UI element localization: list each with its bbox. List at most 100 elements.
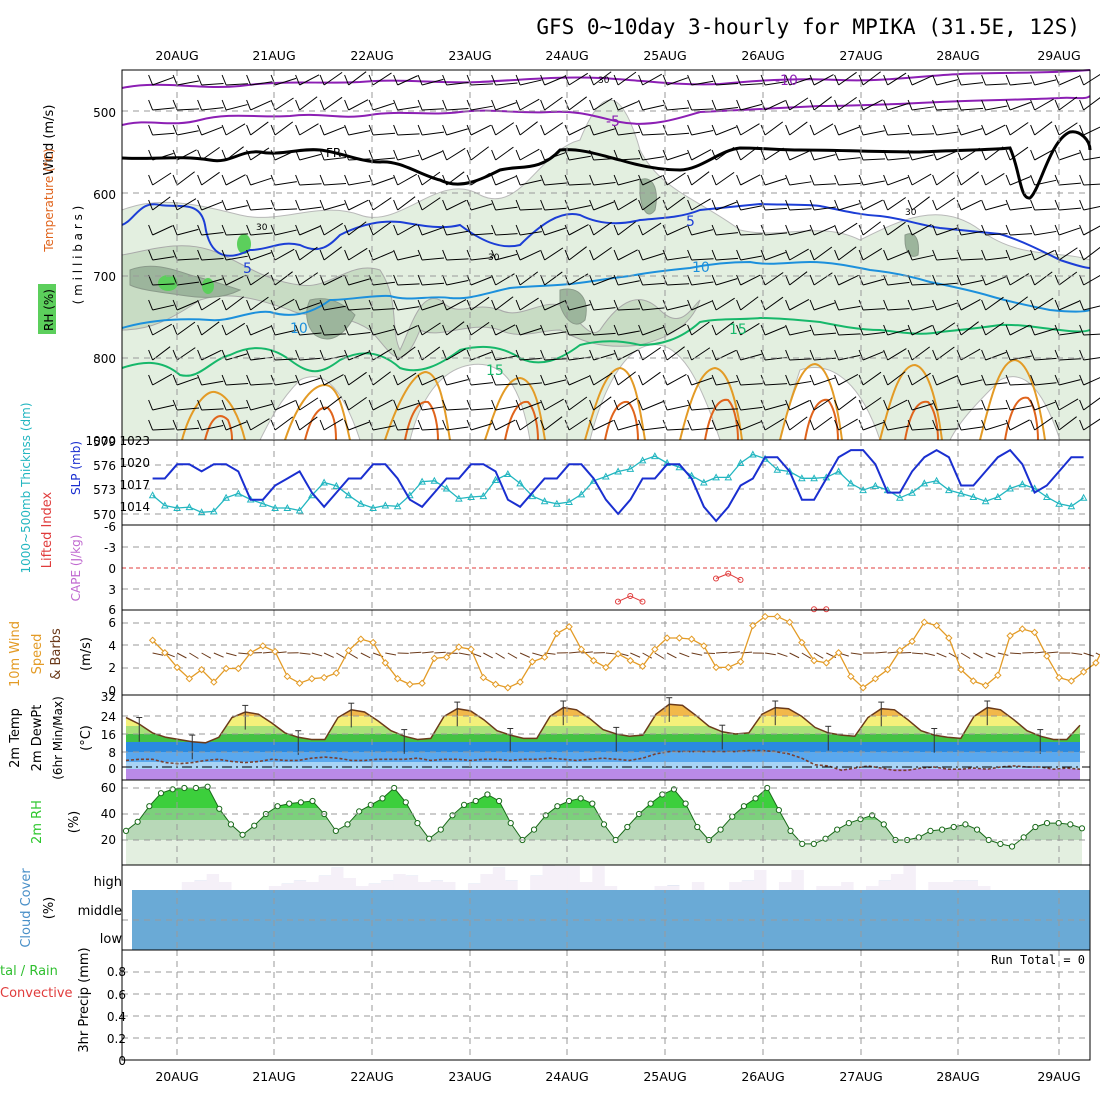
wind-speed-marker: [393, 674, 402, 683]
rh-marker: [880, 821, 887, 828]
wind-barb-flag: [295, 324, 301, 336]
date-label-bottom: 28AUG: [936, 1069, 979, 1084]
slp-panel: 579 576 573 570 1023 1020 1017 1014 1000…: [19, 402, 1091, 574]
wind-barb-shaft: [446, 199, 467, 211]
wind-barb-shaft: [152, 283, 175, 286]
wind-barb-flag: [956, 274, 962, 286]
wind-barb-flag: [907, 224, 913, 236]
10m-wind-barb: [311, 652, 323, 657]
wind-barb-flag: [883, 224, 889, 236]
rh-shade-dark: [129, 178, 919, 340]
wind-barb-shaft: [250, 81, 273, 86]
wind-barb-shaft: [299, 397, 319, 411]
wind-barb-flag: [515, 374, 521, 386]
wind-barb-flag: [1005, 149, 1011, 161]
rh-marker: [589, 800, 596, 807]
wind-barb-shaft: [372, 72, 392, 86]
wind-barb-shaft: [593, 246, 612, 261]
cloud-gap: [729, 865, 743, 882]
wind-barb-shaft: [152, 256, 175, 261]
wind-barb-flag: [221, 249, 227, 261]
wind-barb-flag: [785, 124, 791, 136]
thickness-marker: [773, 465, 782, 473]
upper-wind-barbs: [148, 71, 1100, 431]
wind-barb-shaft: [225, 274, 247, 286]
cloud-gap: [355, 865, 369, 886]
wind-barb-shaft: [667, 256, 689, 261]
wind-barb-shaft: [642, 222, 662, 236]
wind-barb-flag: [589, 99, 595, 111]
wind-barb-flag: [344, 199, 350, 211]
wind-speed-marker: [185, 674, 194, 683]
wind-barb-shaft: [495, 122, 515, 136]
wind-barb-shaft: [446, 299, 467, 311]
wind-barb-shaft: [348, 99, 369, 111]
wind-barb-flag: [981, 99, 987, 111]
wind-barb-flag: [687, 199, 693, 211]
wind-barb-shaft: [372, 250, 394, 261]
wind-barb-shaft: [593, 128, 615, 136]
cloud-gap: [318, 865, 332, 876]
wind-barb-shaft: [887, 348, 907, 361]
wind-barb-flag: [148, 174, 154, 186]
wind-barb-flag: [319, 419, 325, 431]
wind-barb-shaft: [1009, 101, 1031, 111]
wind-barb-flag: [564, 349, 570, 361]
wind-barb-flag: [221, 399, 227, 411]
temp-contour-freezing: [121, 130, 1092, 200]
thickness-marker: [626, 464, 635, 472]
wind-ytick-4: 4: [108, 639, 116, 653]
wind-barb-flag: [148, 199, 154, 211]
slp-ylabel-slp: SLP (mb): [69, 441, 83, 495]
wind-barb-flag: [295, 199, 301, 211]
wind-barb-flag: [932, 124, 938, 136]
wind-barb-shaft: [985, 203, 1007, 211]
wind-barb-flag: [197, 249, 203, 261]
date-label-top: 23AUG: [448, 48, 491, 63]
wind-barb-shaft: [201, 380, 224, 386]
wind-barb-shaft: [960, 171, 980, 186]
wind-barb-shaft: [740, 255, 763, 261]
bottom-date-axis: 20AUG 21AUG 22AUG 23AUG 24AUG 25AUG 26AUG 27AUG…: [155, 1069, 1080, 1084]
wind-barb-flag: [540, 324, 546, 336]
wind-barb-flag: [172, 74, 178, 86]
10m-wind-barb: [973, 652, 983, 659]
wind-barb-flag: [785, 419, 791, 431]
wind-barb-flag: [638, 174, 644, 186]
wind-ytick-0: 0: [108, 684, 116, 698]
wind-barb-flag: [246, 249, 252, 261]
wind-barb-flag: [1054, 274, 1060, 286]
wind-barb-flag: [638, 99, 644, 111]
wind-barb-shaft: [177, 407, 200, 411]
wind-barb-flag: [197, 199, 203, 211]
wind-barb-shaft: [936, 227, 958, 236]
wind-barb-shaft: [152, 404, 175, 411]
wind-barb-flag: [540, 299, 546, 311]
10m-wind-barb: [152, 652, 164, 656]
precip-ylabel-total: tal / Rain: [0, 964, 58, 979]
10m-wind-barb: [777, 652, 788, 657]
date-label-top: 21AUG: [252, 48, 295, 63]
wind-barb-shaft: [397, 306, 420, 311]
wind-barb-flag: [491, 124, 497, 136]
wind-speed-marker: [761, 612, 769, 621]
wind-barb-flag: [442, 324, 448, 336]
wind-barb-shaft: [716, 380, 738, 386]
wind-barb-shaft: [764, 177, 787, 186]
wind-barb-flag: [589, 324, 595, 336]
wind-barb-shaft: [1009, 146, 1029, 161]
wind-barb-flag: [1005, 324, 1011, 336]
wind-barb-shaft: [666, 304, 689, 311]
high-cloud-bar: [418, 882, 432, 890]
cloud-gap: [890, 865, 904, 874]
lifted-index-marker: [639, 598, 646, 605]
wind-barb-shaft: [323, 274, 345, 286]
wind-barb-flag: [515, 74, 521, 86]
wind-barb-shaft: [177, 130, 199, 136]
rh-marker: [915, 834, 922, 841]
rh-ytick-60: 60: [101, 781, 116, 795]
thickness-marker: [222, 493, 230, 501]
wind-speed-marker: [638, 662, 647, 670]
wind-barb-shaft: [421, 171, 441, 186]
wind-barb-flag: [148, 299, 154, 311]
